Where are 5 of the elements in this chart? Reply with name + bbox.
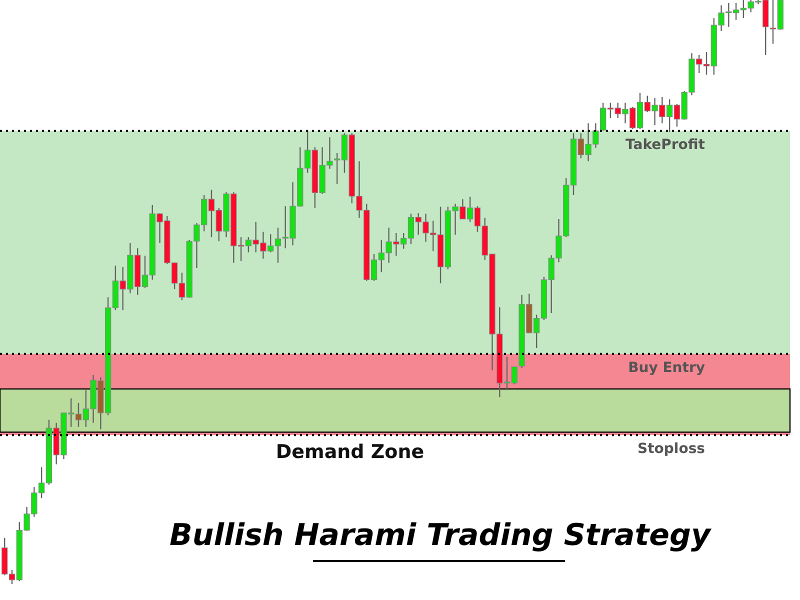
- ref-line-label: Stoploss: [638, 441, 705, 458]
- text: Bullish Harami Trading Strategy: [169, 518, 712, 553]
- band-label: Demand Zone: [276, 441, 424, 464]
- ref-line-label: TakeProfit: [626, 136, 706, 153]
- ref-line-label: Buy Entry: [628, 360, 705, 376]
